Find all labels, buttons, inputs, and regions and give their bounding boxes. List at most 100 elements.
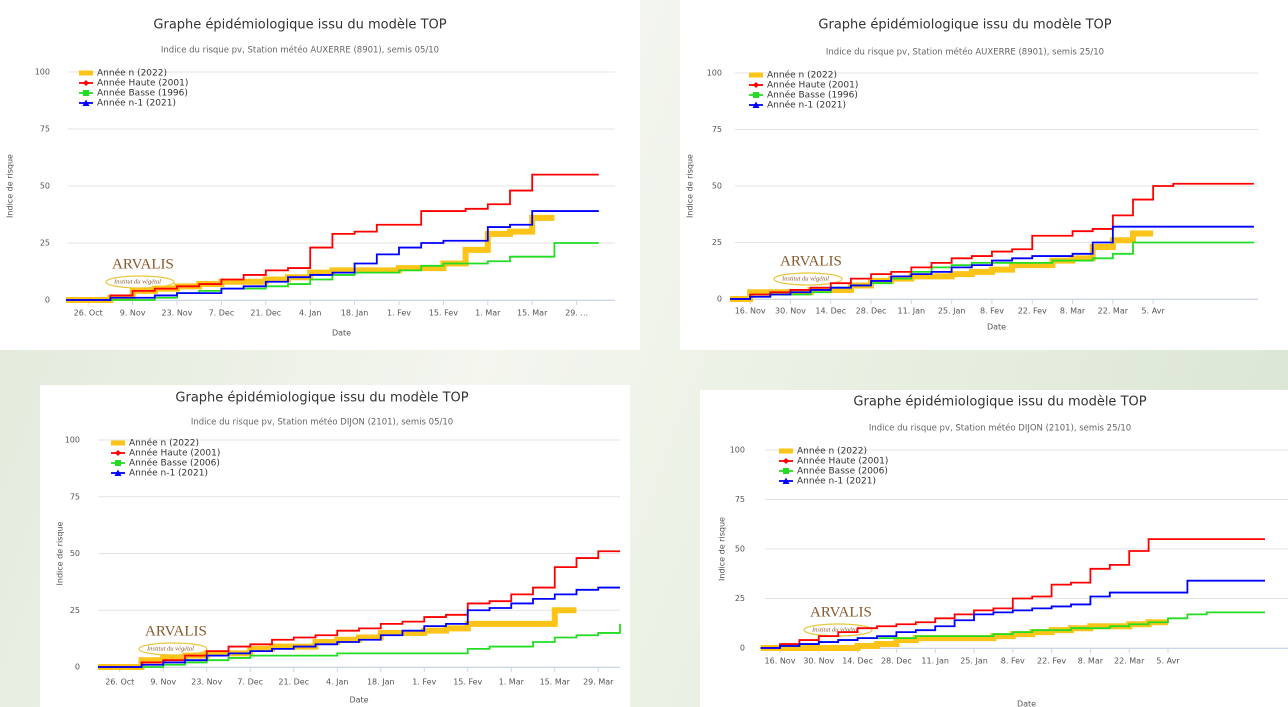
x-tick-label: 22. Mar	[1098, 307, 1129, 316]
y-tick-label: 50	[735, 545, 745, 554]
legend-label: Année Haute (2001)	[97, 78, 188, 89]
x-tick-label: 22. Fev	[1018, 307, 1047, 316]
x-tick-label: 1. Fev	[387, 309, 411, 318]
x-tick-label: 9. Nov	[120, 309, 146, 318]
legend-label: Année n-1 (2021)	[129, 468, 208, 479]
y-axis-title: Indice de risque	[686, 154, 695, 218]
x-tick-label: 15. Fev	[453, 678, 482, 687]
y-tick-label: 50	[712, 182, 722, 191]
legend-marker	[753, 92, 759, 98]
series-line	[66, 173, 599, 301]
x-tick-label: 5. Avr	[1142, 307, 1166, 316]
x-tick-label: 8. Fev	[980, 307, 1004, 316]
x-tick-label: 8. Mar	[1060, 307, 1086, 316]
legend-label: Année n (2022)	[97, 68, 167, 79]
x-tick-label: 15. Mar	[517, 309, 548, 318]
x-tick-label: 25. Jan	[960, 657, 988, 666]
y-tick-label: 0	[717, 295, 722, 304]
series-line	[98, 623, 621, 668]
x-tick-label: 7. Dec	[237, 678, 263, 687]
series-line	[730, 182, 1254, 300]
x-tick-label: 16. Nov	[765, 657, 796, 666]
y-tick-label: 25	[735, 594, 745, 603]
chart-subtitle: Indice du risque pv, Station météo DIJON…	[191, 417, 453, 428]
x-tick-label: 22. Mar	[1114, 657, 1145, 666]
x-tick-label: 16. Nov	[735, 307, 766, 316]
x-tick-label: 26. Oct	[74, 309, 103, 318]
legend-label: Année n-1 (2021)	[767, 100, 846, 111]
legend-marker	[753, 82, 759, 88]
y-tick-label: 100	[65, 436, 80, 445]
panel	[40, 385, 630, 707]
x-tick-label: 22. Fev	[1037, 657, 1066, 666]
chart-title: Graphe épidémiologique issu du modèle TO…	[818, 18, 1111, 33]
x-tick-label: 11. Jan	[921, 657, 949, 666]
chart-title: Graphe épidémiologique issu du modèle TO…	[853, 395, 1146, 410]
legend-label: Année n (2022)	[797, 446, 867, 457]
legend-label: Année n-1 (2021)	[97, 98, 176, 109]
y-tick-label: 50	[70, 549, 80, 558]
y-tick-label: 100	[35, 68, 50, 77]
logo-tagline: Institut du végétal	[146, 645, 194, 652]
x-tick-label: 7. Dec	[209, 309, 235, 318]
x-tick-label: 15. Fev	[429, 309, 458, 318]
x-tick-label: 21. Dec	[278, 678, 309, 687]
x-tick-label: 8. Mar	[1078, 657, 1104, 666]
chart-subtitle: Indice du risque pv, Station météo DIJON…	[869, 423, 1131, 434]
x-tick-label: 23. Nov	[162, 309, 193, 318]
series-line	[760, 579, 1265, 649]
legend-label: Année Basse (1996)	[97, 88, 188, 99]
y-axis-title: Indice de risque	[6, 154, 15, 218]
logo-name: ARVALIS	[810, 604, 872, 620]
x-tick-label: 9. Nov	[150, 678, 176, 687]
x-axis-title: Date	[987, 323, 1006, 332]
logo-swoosh	[773, 272, 843, 286]
x-tick-label: 1. Mar	[475, 309, 501, 318]
x-axis-title: Date	[1017, 700, 1036, 707]
x-tick-label: 29. Mar	[583, 678, 614, 687]
chart-title: Graphe épidémiologique issu du modèle TO…	[175, 391, 468, 406]
y-tick-label: 25	[712, 238, 722, 247]
legend-label: Année Haute (2001)	[797, 456, 888, 467]
x-tick-label: 18. Jan	[367, 678, 395, 687]
logo-name: ARVALIS	[112, 256, 174, 272]
legend-marker	[83, 90, 89, 96]
x-tick-label: 1. Fev	[412, 678, 436, 687]
x-axis-title: Date	[349, 696, 368, 705]
x-tick-label: 15. Mar	[540, 678, 571, 687]
x-tick-label: 30. Nov	[803, 657, 834, 666]
x-tick-label: 8. Fev	[1001, 657, 1025, 666]
x-tick-label: 28. Dec	[881, 657, 912, 666]
x-tick-label: 14. Dec	[815, 307, 846, 316]
legend-marker	[783, 468, 789, 474]
y-tick-label: 75	[70, 492, 80, 501]
chart-subtitle: Indice du risque pv, Station météo AUXER…	[161, 45, 439, 56]
y-tick-label: 25	[40, 239, 50, 248]
x-tick-label: 1. Mar	[499, 678, 525, 687]
legend-label: Année Basse (2006)	[129, 458, 220, 469]
logo-name: ARVALIS	[145, 623, 207, 639]
logo-tagline: Institut du végétal	[781, 275, 829, 282]
x-tick-label: 28. Dec	[856, 307, 887, 316]
legend-marker	[114, 469, 122, 476]
legend-marker	[115, 460, 121, 466]
x-tick-label: 14. Dec	[842, 657, 873, 666]
x-tick-label: 29. ...	[565, 309, 588, 318]
series-line	[760, 538, 1265, 649]
x-tick-label: 4. Jan	[299, 309, 322, 318]
x-tick-label: 30. Nov	[775, 307, 806, 316]
series-line	[760, 619, 1168, 651]
y-tick-label: 25	[70, 606, 80, 615]
x-tick-label: 21. Dec	[250, 309, 281, 318]
y-tick-label: 75	[40, 125, 50, 134]
legend-label: Année Haute (2001)	[129, 448, 220, 459]
legend-marker	[83, 80, 89, 86]
series-line	[98, 586, 620, 668]
y-tick-label: 50	[40, 182, 50, 191]
series-line	[66, 210, 599, 301]
legend-label: Année n (2022)	[129, 438, 199, 449]
y-tick-label: 0	[740, 644, 745, 653]
y-axis-title: Indice de risque	[56, 521, 65, 585]
